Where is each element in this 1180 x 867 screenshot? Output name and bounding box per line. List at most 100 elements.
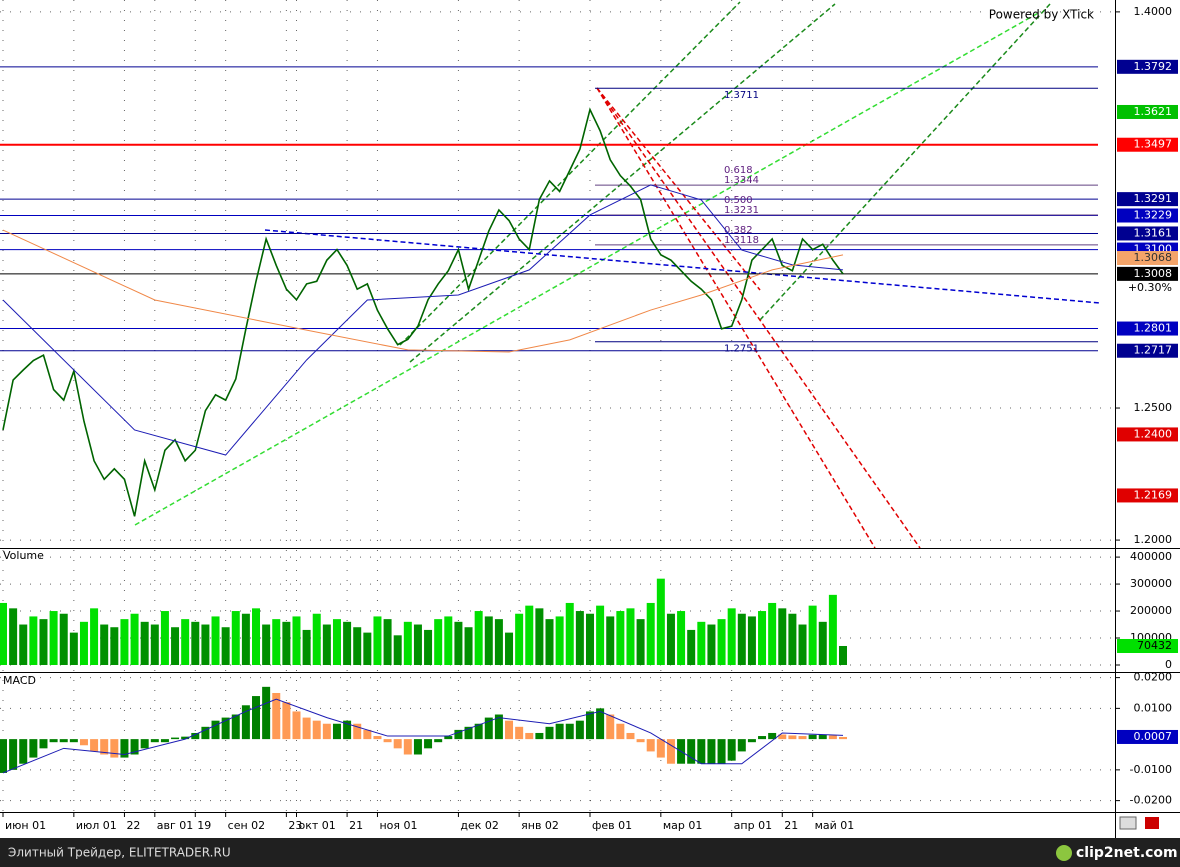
trendline — [399, 1, 741, 346]
volume-bar — [788, 613, 797, 665]
volume-bar — [575, 611, 584, 665]
volume-bar — [39, 619, 48, 665]
price-tag-label: 1.2169 — [1134, 488, 1173, 501]
volume-bar — [444, 616, 453, 665]
macd-bar — [515, 726, 524, 740]
x-tick-label: 23 — [288, 819, 302, 832]
macd-bar — [494, 714, 503, 740]
macd-bar — [555, 723, 564, 740]
price-tag — [1117, 137, 1178, 152]
x-tick-label: апр 01 — [734, 819, 772, 832]
logo-icon — [1056, 845, 1072, 861]
volume-bar — [292, 616, 301, 665]
macd-bar — [606, 714, 615, 740]
volume-bar — [747, 616, 756, 665]
macd-bar — [191, 732, 200, 740]
volume-bar — [120, 619, 129, 665]
volume-bar — [697, 621, 706, 665]
macd-bar — [565, 723, 574, 740]
price-tag — [1117, 251, 1178, 266]
volume-bar — [373, 616, 382, 665]
macd-bar — [69, 739, 78, 743]
price-tag-label: 1.3621 — [1134, 105, 1173, 118]
macd-bar — [525, 732, 534, 740]
macd-bar — [9, 739, 18, 770]
price-tag — [1117, 427, 1178, 442]
macd-bar — [312, 720, 321, 740]
y-tick-label: 300000 — [1130, 577, 1172, 590]
macd-bar — [828, 735, 837, 740]
macd-bar — [49, 739, 58, 743]
volume-bar — [160, 611, 169, 665]
volume-bar — [596, 605, 605, 665]
macd-bar — [687, 739, 696, 764]
macd-bar — [747, 739, 756, 743]
y-tick-label: 0 — [1165, 658, 1172, 671]
annotation-label: 1.3711 — [724, 90, 759, 101]
price-tag — [1117, 488, 1178, 503]
price-line — [2, 107, 844, 517]
macd-bar — [110, 739, 119, 758]
volume-bar — [231, 611, 240, 665]
price-tag-label: 1.2801 — [1134, 322, 1173, 335]
toolbar-button[interactable] — [1119, 816, 1137, 830]
volume-bar — [464, 627, 473, 665]
volume-bar — [677, 611, 686, 665]
last-tag — [1117, 638, 1178, 653]
y-tick-label: 1.2500 — [1134, 401, 1173, 414]
trendline — [409, 3, 836, 363]
macd-bar — [585, 711, 594, 740]
volume-bar — [515, 613, 524, 665]
macd-bar — [575, 720, 584, 740]
volume-bar — [79, 621, 88, 665]
volume-bar — [383, 619, 392, 665]
macd-bar — [120, 739, 129, 758]
volume-bar — [626, 608, 635, 665]
macd-bar — [596, 708, 605, 740]
macd-bar — [717, 739, 726, 764]
macd-bar — [778, 734, 787, 740]
price-tag-label: 1.3068 — [1134, 251, 1173, 264]
macd-bar — [798, 736, 807, 740]
volume-bar — [818, 621, 827, 665]
volume-bar — [798, 624, 807, 665]
label-bg — [0, 549, 44, 561]
x-tick-label: мар 01 — [663, 819, 703, 832]
macd-bar — [262, 686, 271, 740]
volume-bar — [656, 578, 665, 665]
y-tick-label: 200000 — [1130, 604, 1172, 617]
volume-bar — [778, 608, 787, 665]
volume-bar — [262, 624, 271, 665]
macd-bar — [768, 732, 777, 740]
price-tag-label: 1.3497 — [1134, 138, 1173, 151]
macd-bar — [535, 732, 544, 740]
price-tag — [1117, 343, 1178, 358]
price-tag — [1117, 226, 1178, 241]
volume-bar — [484, 616, 493, 665]
x-tick-label: янв 02 — [521, 819, 559, 832]
macd-bar — [737, 739, 746, 752]
trendline — [596, 87, 921, 549]
x-tick-label: 19 — [197, 819, 211, 832]
macd-bar — [788, 735, 797, 740]
macd-bar — [444, 736, 453, 740]
volume-bar — [302, 629, 311, 665]
volume-bar — [839, 645, 847, 665]
x-tick-label: дек 02 — [460, 819, 499, 832]
macd-bar — [545, 726, 554, 740]
toolbar-button[interactable] — [1145, 817, 1159, 829]
y-tick-label: -0.0100 — [1130, 763, 1172, 776]
volume-bar — [434, 619, 443, 665]
macd-bar — [0, 739, 7, 773]
volume-bar — [565, 602, 574, 665]
fib-price: 1.3118 — [724, 235, 759, 246]
panel-title: Volume — [3, 549, 44, 562]
macd-bar — [343, 720, 352, 740]
volume-bar — [322, 624, 331, 665]
x-tick-label: фев 01 — [592, 819, 632, 832]
volume-bar — [646, 602, 655, 665]
y-tick-label: 400000 — [1130, 550, 1172, 563]
macd-bar — [140, 739, 149, 749]
volume-bar — [59, 613, 68, 665]
macd-bar — [464, 726, 473, 740]
